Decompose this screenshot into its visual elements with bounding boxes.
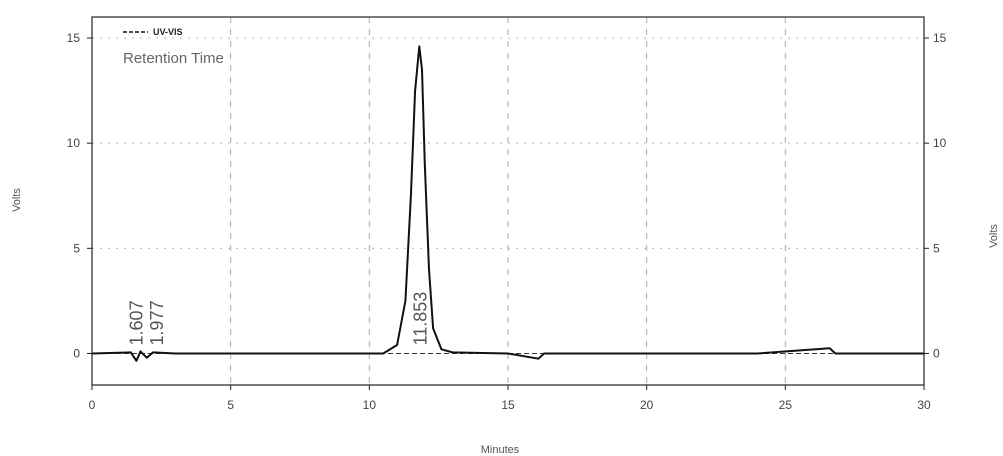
x-tick-label: 20 [640, 398, 654, 412]
y-tick-label-right: 15 [933, 31, 947, 45]
peak-label: 1.977 [147, 300, 167, 345]
x-tick-label: 25 [779, 398, 793, 412]
peak-labels: 1.607 1.977 11.853 [127, 292, 431, 346]
x-tick-label: 5 [227, 398, 234, 412]
legend-title: Retention Time [123, 50, 224, 67]
x-axis-title: Minutes [481, 444, 520, 456]
y-tick-label-left: 0 [73, 346, 80, 360]
y-tick-label-right: 5 [933, 241, 940, 255]
x-tick-label: 10 [363, 398, 377, 412]
y-axis-title-right: Volts [988, 224, 1000, 248]
y-axis-left: 0 5 10 15 [67, 31, 92, 360]
y-axis-right: 0 5 10 15 [924, 31, 947, 360]
peak-label: 1.607 [127, 300, 147, 345]
series-line-uv-vis [91, 45, 924, 362]
y-axis-title-left: Volts [11, 188, 23, 212]
grid [92, 17, 924, 385]
peak-label: 11.853 [411, 292, 431, 346]
y-tick-label-left: 15 [67, 31, 81, 45]
legend-series-label: UV-VIS [153, 27, 183, 37]
x-tick-label: 0 [89, 398, 96, 412]
y-tick-label-right: 0 [933, 346, 940, 360]
series-layer [91, 45, 924, 362]
y-tick-label-right: 10 [933, 136, 947, 150]
x-tick-label: 30 [917, 398, 931, 412]
y-tick-label-left: 5 [73, 241, 80, 255]
x-tick-label: 15 [501, 398, 515, 412]
x-axis: 0 5 10 15 20 25 30 [89, 385, 931, 412]
y-tick-label-left: 10 [67, 136, 81, 150]
legend: UV-VIS Retention Time [123, 27, 224, 67]
